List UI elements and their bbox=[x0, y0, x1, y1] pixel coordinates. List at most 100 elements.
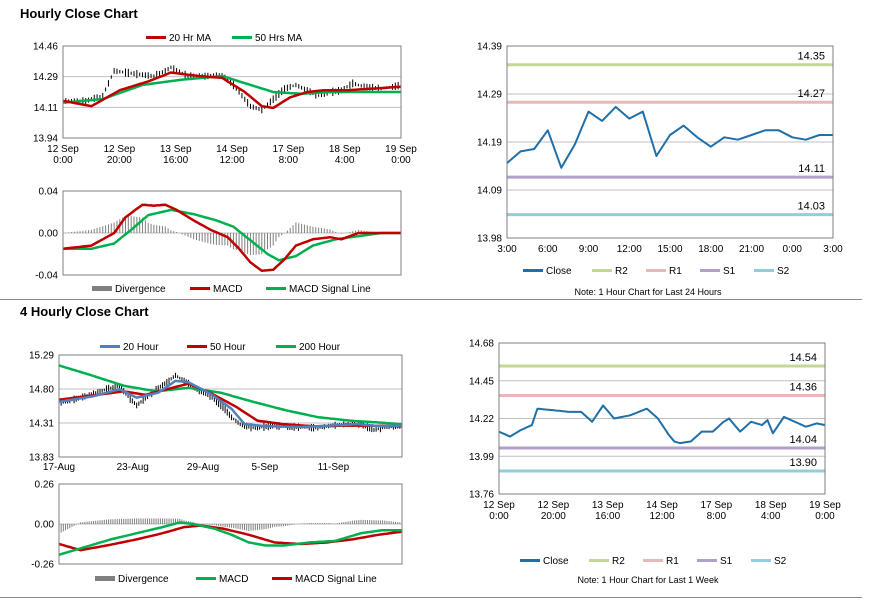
fourhr-levels-xtick: 14 Sep bbox=[646, 500, 678, 511]
fourhr-levels-level-label-r2: 14.54 bbox=[789, 352, 817, 364]
fourhr-levels-xtick: 20:00 bbox=[541, 511, 566, 522]
fourhr-levels-legend-close-label: Close bbox=[543, 556, 569, 567]
hourly-price-ytick: 14.46 bbox=[33, 42, 58, 53]
fourhr-levels-legend-s2-label: S2 bbox=[774, 556, 787, 567]
hourly-macd-legend-divergence-label: Divergence bbox=[115, 284, 166, 295]
hourly-ma20-line bbox=[62, 71, 402, 110]
bottom-divider bbox=[0, 597, 862, 598]
hourly-levels-xtick: 3:00 bbox=[497, 244, 517, 255]
hourly-price-xtick: 14 Sep bbox=[216, 144, 248, 155]
hourly-price-ytick: 13.94 bbox=[33, 134, 58, 145]
hourly-macd-legend-macd-label: MACD bbox=[213, 284, 242, 295]
fourhr-macd-ytick: -0.26 bbox=[31, 560, 54, 571]
fourhr-macd-legend-divergence-swatch bbox=[95, 576, 115, 581]
fourhr-price-ytick: 14.31 bbox=[29, 419, 54, 430]
fourhr-price-xtick: 29-Aug bbox=[187, 462, 219, 473]
fourhr-levels-ytick: 13.76 bbox=[469, 490, 494, 501]
fourhr-levels-xtick: 16:00 bbox=[595, 511, 620, 522]
hourly-levels-xtick: 0:00 bbox=[783, 244, 803, 255]
hourly-levels-ytick: 14.19 bbox=[477, 138, 502, 149]
fourhr-price-ytick: 14.80 bbox=[29, 385, 54, 396]
hourly-levels-legend-s2-label: S2 bbox=[777, 266, 790, 277]
hourly-macd-legend-signal-label: MACD Signal Line bbox=[289, 284, 371, 295]
hourly-levels-close-line bbox=[506, 105, 833, 169]
hourly-section-title: Hourly Close Chart bbox=[20, 6, 138, 21]
hourly-levels-xtick: 3:00 bbox=[823, 244, 843, 255]
hourly-ma50-line bbox=[62, 74, 401, 104]
hourly-levels-xtick: 12:00 bbox=[617, 244, 642, 255]
fourhr-price-xtick: 11-Sep bbox=[318, 462, 350, 473]
hourly-levels-ytick: 14.39 bbox=[477, 42, 502, 53]
hourly-price-xtick: 16:00 bbox=[163, 155, 188, 166]
hourly-price-xtick: 4:00 bbox=[335, 155, 355, 166]
hourly-levels-xtick: 9:00 bbox=[579, 244, 599, 255]
hourly-price-xtick: 12:00 bbox=[219, 155, 244, 166]
hourly-levels-legend-close-label: Close bbox=[546, 266, 572, 277]
hourly-price-xtick: 12 Sep bbox=[47, 144, 79, 155]
fourhr-levels-close-line bbox=[498, 404, 826, 445]
hourly-levels-ytick: 14.29 bbox=[477, 90, 502, 101]
hourly-price-xtick: 19 Sep bbox=[385, 144, 417, 155]
fourhr-levels-xtick: 4:00 bbox=[761, 511, 781, 522]
fourhr-levels-frame bbox=[498, 342, 826, 495]
fourhr-levels-xtick: 12:00 bbox=[649, 511, 674, 522]
hourly-macd-frame bbox=[62, 190, 402, 276]
fourhr-macd-frame bbox=[58, 483, 403, 565]
fourhr-levels-xtick: 8:00 bbox=[707, 511, 727, 522]
fourhr-levels-xtick: 18 Sep bbox=[755, 500, 787, 511]
hourly-levels-level-label-s1: 14.11 bbox=[798, 163, 825, 175]
fourhr-legend-ma200-label: 200 Hour bbox=[299, 342, 341, 353]
fourhr-legend-ma20-label: 20 Hour bbox=[123, 342, 159, 353]
fourhr-levels-ytick: 14.68 bbox=[469, 339, 494, 350]
fourhr-levels-xtick: 12 Sep bbox=[483, 500, 515, 511]
four-hourly-section-title: 4 Hourly Close Chart bbox=[20, 304, 149, 319]
fourhr-price-xtick: 17-Aug bbox=[43, 462, 75, 473]
fourhr-price-xtick: 5-Sep bbox=[251, 462, 278, 473]
fourhr-levels-level-label-s2: 13.90 bbox=[789, 457, 817, 469]
fourhr-levels-xtick: 17 Sep bbox=[700, 500, 732, 511]
fourhr-levels-ytick: 14.45 bbox=[469, 376, 494, 387]
hourly-levels-ytick: 13.98 bbox=[477, 234, 502, 245]
hourly-levels-xtick: 21:00 bbox=[739, 244, 764, 255]
hourly-macd-ytick: 0.04 bbox=[39, 187, 59, 198]
hourly-price-ytick: 14.29 bbox=[33, 72, 58, 83]
hourly-levels-xtick: 15:00 bbox=[657, 244, 682, 255]
hourly-price-xtick: 0:00 bbox=[53, 155, 73, 166]
fourhr-levels-legend-r2-label: R2 bbox=[612, 556, 625, 567]
hourly-macd-ytick: -0.04 bbox=[35, 271, 58, 282]
hourly-levels-level-label-s2: 14.03 bbox=[797, 201, 825, 213]
fourhr-levels-xtick: 0:00 bbox=[815, 511, 835, 522]
hourly-levels-xtick: 6:00 bbox=[538, 244, 558, 255]
fourhr-levels-xtick: 13 Sep bbox=[592, 500, 624, 511]
hourly-levels-legend-s1-label: S1 bbox=[723, 266, 736, 277]
fourhr-levels-legend-r1-label: R1 bbox=[666, 556, 679, 567]
hourly-price-frame bbox=[62, 45, 402, 139]
hourly-levels-ytick: 14.09 bbox=[477, 186, 502, 197]
hourly-legend-ma50-label: 50 Hrs MA bbox=[255, 33, 303, 44]
fourhr-ma20-line bbox=[58, 379, 402, 429]
hourly-levels-legend-r1-label: R1 bbox=[669, 266, 682, 277]
fourhr-macd-ytick: 0.26 bbox=[35, 480, 55, 491]
fourhr-price-ytick: 15.29 bbox=[29, 351, 54, 362]
fourhr-levels-level-label-r1: 14.36 bbox=[789, 382, 817, 394]
fourhr-macd-legend-signal-label: MACD Signal Line bbox=[295, 574, 377, 585]
fourhr-levels-xtick: 19 Sep bbox=[809, 500, 841, 511]
fourhr-legend-ma50-label: 50 Hour bbox=[210, 342, 246, 353]
hourly-price-xtick: 8:00 bbox=[279, 155, 299, 166]
fourhr-levels-level-label-s1: 14.04 bbox=[789, 434, 817, 446]
hourly-price-xtick: 17 Sep bbox=[272, 144, 304, 155]
hourly-levels-note: Note: 1 Hour Chart for Last 24 Hours bbox=[574, 287, 722, 297]
hourly-legend-ma20-label: 20 Hr MA bbox=[169, 33, 212, 44]
fourhr-price-frame bbox=[58, 354, 403, 458]
fourhr-levels-legend-s1-label: S1 bbox=[720, 556, 733, 567]
fourhr-price-xtick: 23-Aug bbox=[117, 462, 149, 473]
hourly-levels-level-label-r1: 14.27 bbox=[797, 88, 825, 100]
fourhr-signal-line bbox=[58, 524, 403, 552]
fourhr-levels-xtick: 12 Sep bbox=[537, 500, 569, 511]
fourhr-levels-note: Note: 1 Hour Chart for Last 1 Week bbox=[578, 575, 719, 585]
hourly-levels-frame bbox=[506, 45, 834, 239]
hourly-levels-level-label-r2: 14.35 bbox=[797, 51, 825, 63]
section-divider bbox=[0, 299, 862, 300]
fourhr-levels-ytick: 14.22 bbox=[469, 414, 494, 425]
